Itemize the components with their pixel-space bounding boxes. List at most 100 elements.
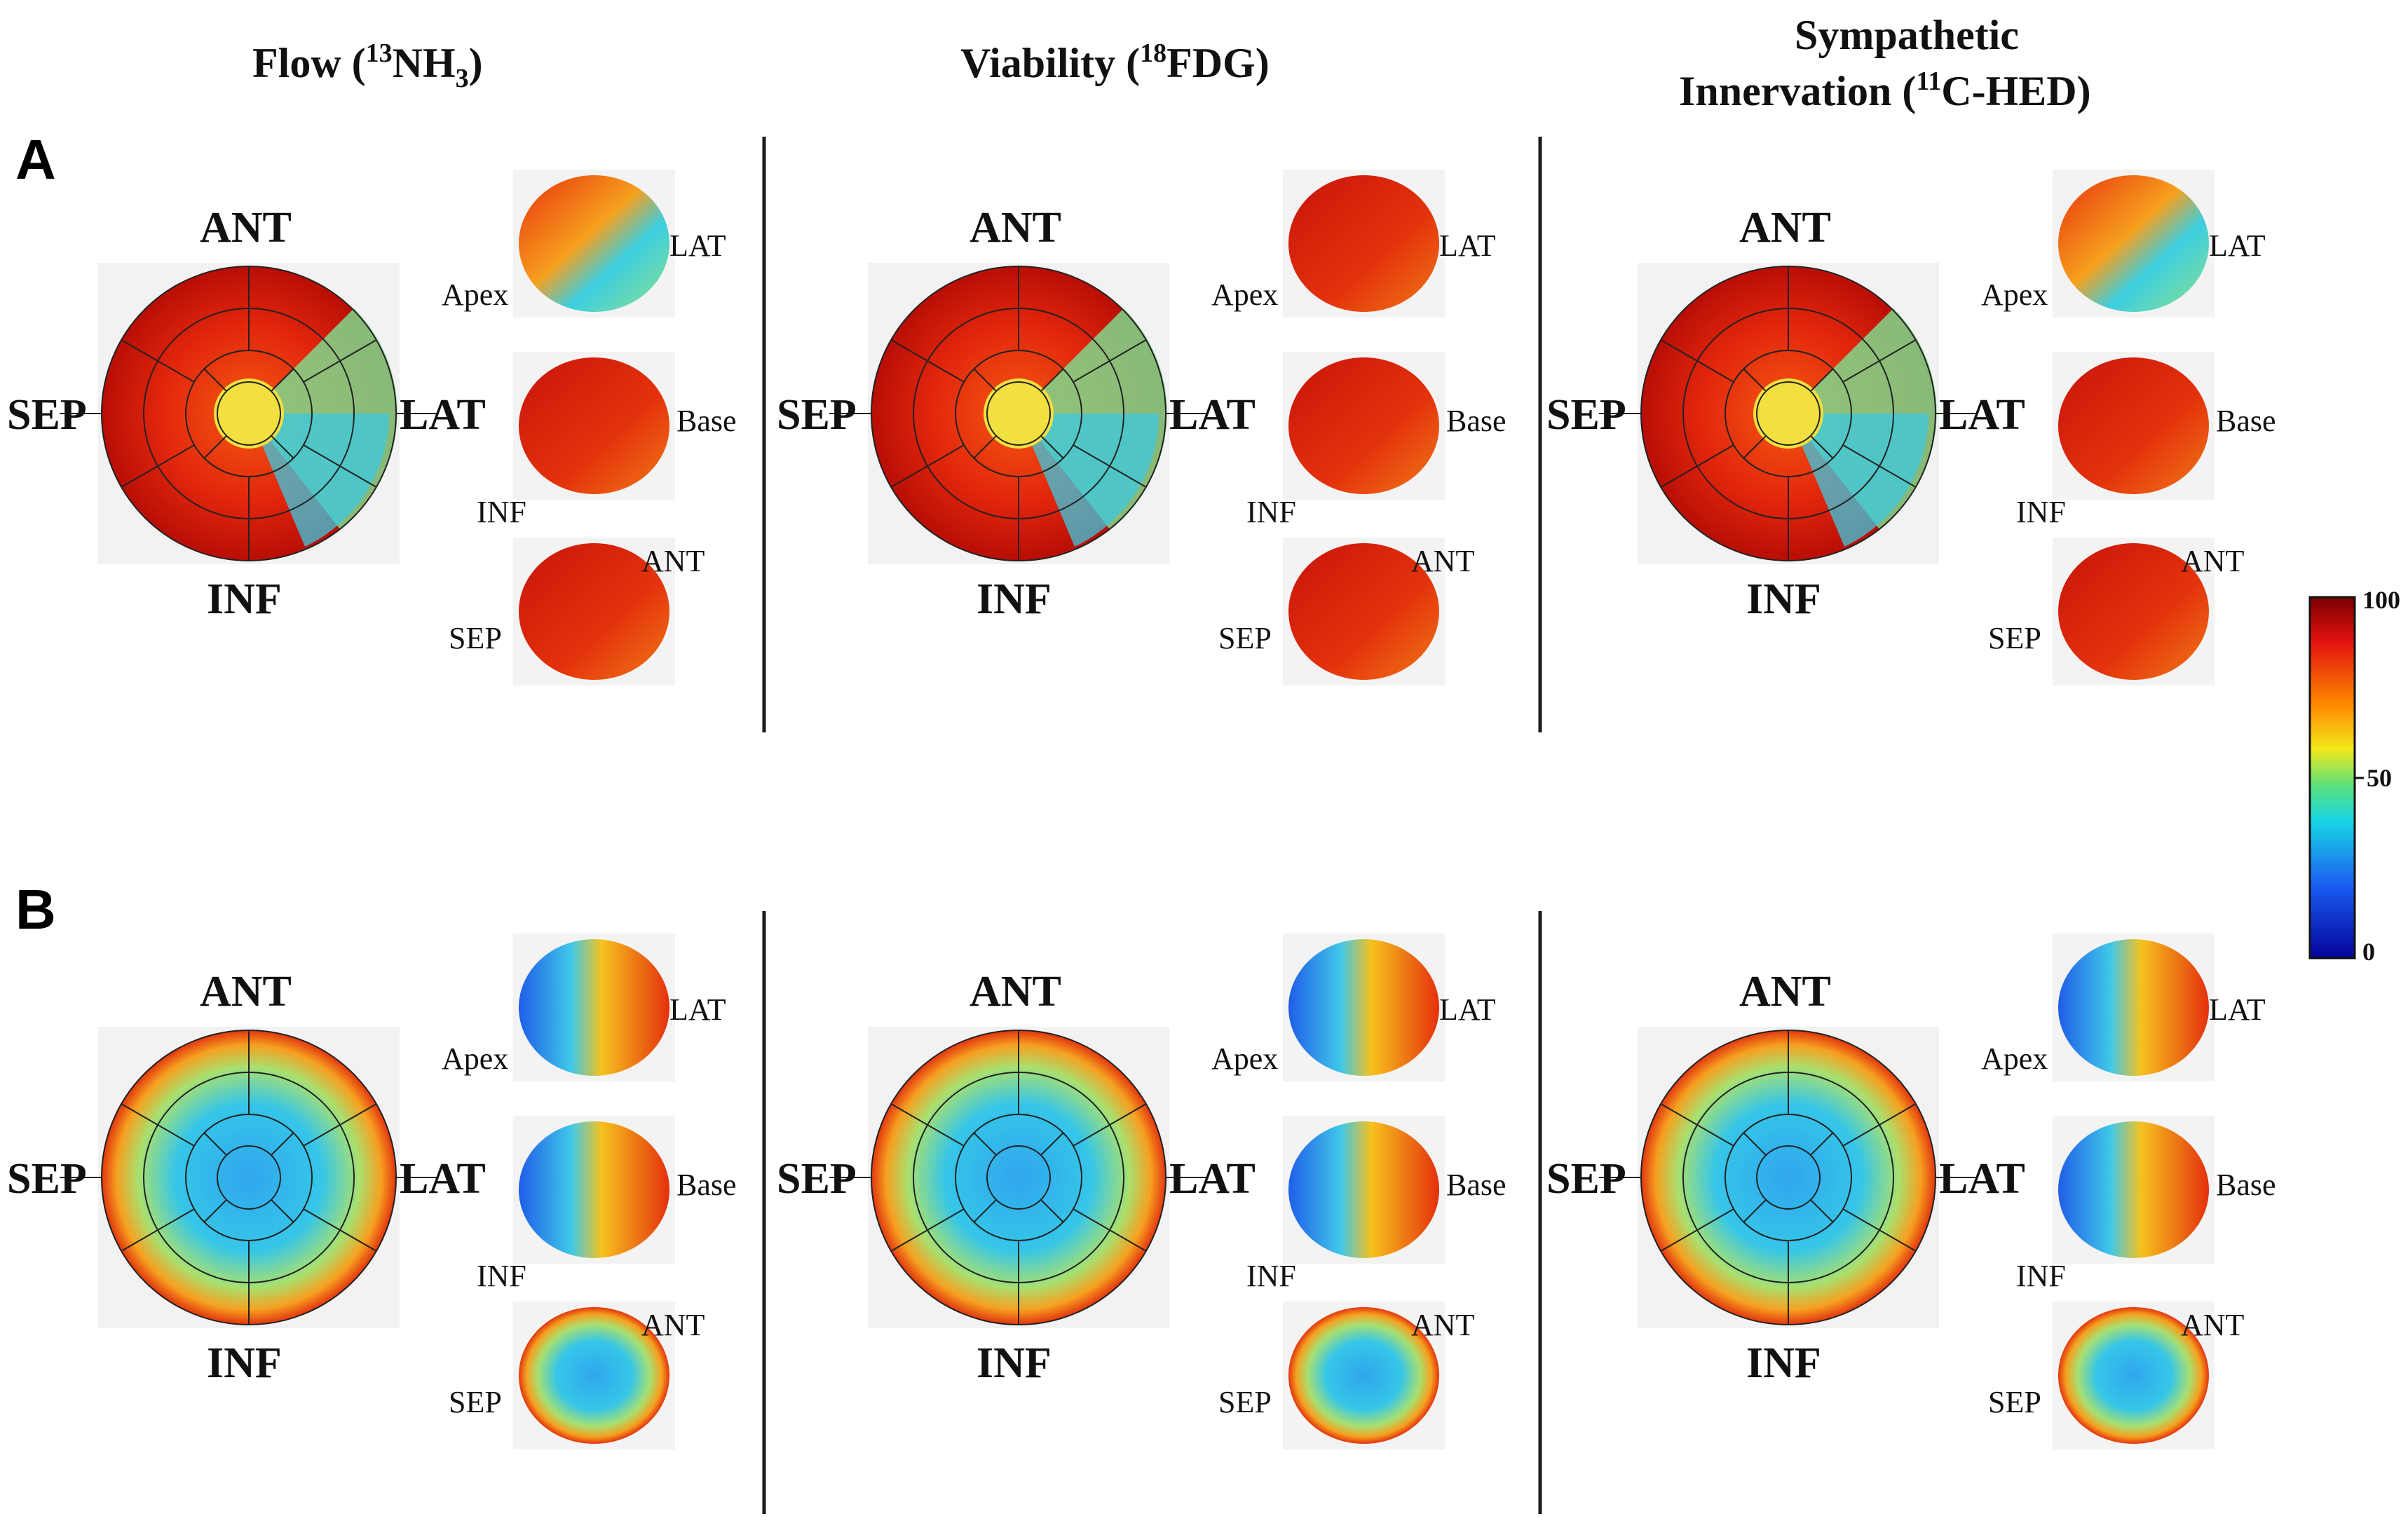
render-label-base: Base bbox=[676, 1168, 737, 1202]
render-base-view bbox=[513, 1116, 675, 1264]
render-label-ant: ANT bbox=[2181, 1308, 2245, 1342]
polar-map bbox=[60, 263, 438, 564]
render-label-inf: INF bbox=[1246, 1259, 1296, 1293]
polar-label-sep: SEP bbox=[777, 1155, 857, 1203]
render-label-lat: LAT bbox=[669, 992, 726, 1027]
colorbar-max-label: 100 bbox=[2362, 586, 2400, 614]
render-label-base: Base bbox=[2216, 1168, 2276, 1202]
render-label-ant: ANT bbox=[1411, 544, 1475, 578]
svg-text:Innervation (11C-HED): Innervation (11C-HED) bbox=[1679, 67, 2091, 114]
render-label-lat: LAT bbox=[1439, 992, 1496, 1027]
render-label-inf: INF bbox=[2016, 1259, 2066, 1293]
polar-label-inf: INF bbox=[207, 575, 282, 623]
render-label-lat: LAT bbox=[2209, 992, 2266, 1027]
column-header-viability: Viability (18FDG) bbox=[960, 39, 1270, 86]
render-label-apex: Apex bbox=[1981, 1041, 2048, 1076]
polar-label-sep: SEP bbox=[1546, 1155, 1626, 1203]
render-apex-view bbox=[2053, 934, 2215, 1081]
render-base-view bbox=[1283, 352, 1445, 500]
polar-label-lat: LAT bbox=[1169, 391, 1256, 439]
render-label-sep: SEP bbox=[1218, 621, 1272, 655]
render-label-inf: INF bbox=[477, 495, 526, 529]
render-label-apex: Apex bbox=[1981, 278, 2048, 312]
render-label-sep: SEP bbox=[449, 621, 502, 655]
cell-A-1: ANT INF SEP LAT Apex LAT Base INF ANT SEP bbox=[7, 170, 737, 685]
render-label-apex: Apex bbox=[1211, 1041, 1278, 1076]
render-label-apex: Apex bbox=[1211, 278, 1278, 312]
column-header-innervation: Sympathetic Innervation (11C-HED) bbox=[1679, 12, 2091, 114]
polar-label-inf: INF bbox=[1746, 575, 1821, 623]
svg-text:Sympathetic: Sympathetic bbox=[1795, 12, 2019, 58]
render-base-view bbox=[1283, 1116, 1445, 1264]
cell-A-2: ANT INF SEP LAT Apex LAT Base INF ANT SEP bbox=[777, 170, 1506, 685]
render-label-base: Base bbox=[676, 404, 737, 438]
polar-label-lat: LAT bbox=[1939, 391, 2025, 439]
polar-label-ant: ANT bbox=[200, 204, 292, 252]
render-label-base: Base bbox=[1446, 404, 1506, 438]
svg-text:Flow (13NH3): Flow (13NH3) bbox=[252, 39, 483, 93]
polar-label-sep: SEP bbox=[777, 391, 857, 439]
panel-label-b: B bbox=[15, 878, 56, 941]
render-sep-view bbox=[2053, 1302, 2215, 1449]
render-sep-view bbox=[1283, 538, 1445, 685]
render-label-ant: ANT bbox=[641, 544, 705, 578]
polar-label-lat: LAT bbox=[400, 1155, 486, 1203]
render-label-inf: INF bbox=[1246, 495, 1296, 529]
render-apex-view bbox=[2053, 170, 2215, 317]
column-dividers bbox=[762, 137, 1542, 1514]
polar-label-ant: ANT bbox=[1739, 204, 1831, 252]
render-apex-view bbox=[1283, 170, 1445, 317]
polar-label-sep: SEP bbox=[1546, 391, 1626, 439]
render-label-apex: Apex bbox=[442, 1041, 508, 1076]
render-label-base: Base bbox=[1446, 1168, 1506, 1202]
render-apex-view bbox=[513, 934, 675, 1081]
render-sep-view bbox=[513, 1302, 675, 1449]
render-apex-view bbox=[513, 170, 675, 317]
polar-map bbox=[60, 1027, 438, 1328]
render-label-apex: Apex bbox=[442, 278, 508, 312]
polar-map bbox=[829, 263, 1208, 564]
panel-label-a: A bbox=[15, 128, 56, 191]
cell-B-1: ANT INF SEP LAT Apex LAT Base INF ANT SEP bbox=[7, 934, 737, 1449]
render-label-lat: LAT bbox=[1439, 228, 1496, 263]
render-base-view bbox=[2053, 352, 2215, 500]
render-label-sep: SEP bbox=[1218, 1385, 1272, 1419]
render-label-base: Base bbox=[2216, 404, 2276, 438]
polar-map bbox=[1599, 1027, 1978, 1328]
render-sep-view bbox=[513, 538, 675, 685]
colorbar: 100 50 0 bbox=[2308, 586, 2400, 966]
render-sep-view bbox=[2053, 538, 2215, 685]
polar-map bbox=[1599, 263, 1978, 564]
render-sep-view bbox=[1283, 1302, 1445, 1449]
polar-map bbox=[829, 1027, 1208, 1328]
render-label-sep: SEP bbox=[449, 1385, 502, 1419]
colorbar-scale bbox=[2308, 596, 2356, 959]
render-label-sep: SEP bbox=[1988, 621, 2041, 655]
render-label-ant: ANT bbox=[1411, 1308, 1475, 1342]
polar-label-inf: INF bbox=[977, 575, 1052, 623]
render-label-lat: LAT bbox=[669, 228, 726, 263]
render-label-inf: INF bbox=[477, 1259, 526, 1293]
polar-label-ant: ANT bbox=[970, 204, 1061, 252]
svg-text:Viability (18FDG): Viability (18FDG) bbox=[960, 39, 1270, 86]
polar-label-ant: ANT bbox=[200, 968, 292, 1016]
colorbar-mid-label: 50 bbox=[2367, 764, 2392, 792]
render-label-lat: LAT bbox=[2209, 228, 2266, 263]
render-apex-view bbox=[1283, 934, 1445, 1081]
cell-B-2: ANT INF SEP LAT Apex LAT Base INF ANT SEP bbox=[777, 934, 1506, 1449]
cell-B-3: ANT INF SEP LAT Apex LAT Base INF ANT SEP bbox=[1546, 934, 2276, 1449]
polar-label-lat: LAT bbox=[1939, 1155, 2025, 1203]
polar-label-sep: SEP bbox=[7, 391, 87, 439]
polar-label-ant: ANT bbox=[970, 968, 1061, 1016]
column-header-flow: Flow (13NH3) bbox=[252, 39, 483, 93]
render-base-view bbox=[513, 352, 675, 500]
polar-label-ant: ANT bbox=[1739, 968, 1831, 1016]
polar-label-inf: INF bbox=[207, 1339, 282, 1387]
render-label-inf: INF bbox=[2016, 495, 2066, 529]
render-label-ant: ANT bbox=[641, 1308, 705, 1342]
render-label-ant: ANT bbox=[2181, 544, 2245, 578]
polar-label-inf: INF bbox=[977, 1339, 1052, 1387]
polar-label-lat: LAT bbox=[1169, 1155, 1256, 1203]
polar-label-sep: SEP bbox=[7, 1155, 87, 1203]
